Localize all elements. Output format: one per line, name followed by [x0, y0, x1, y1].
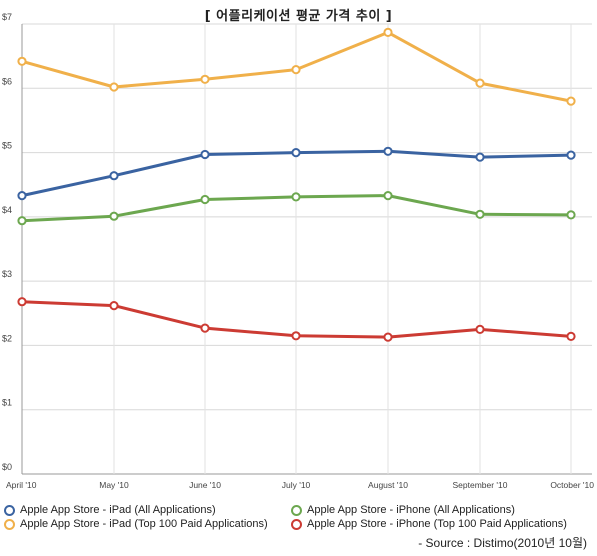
- data-point: [475, 78, 485, 88]
- x-tick-label: August '10: [368, 480, 408, 490]
- series-0: [17, 146, 576, 201]
- x-tick-label: May '10: [99, 480, 129, 490]
- data-point: [200, 194, 210, 205]
- x-tick-label: July '10: [282, 480, 311, 490]
- data-point: [109, 211, 119, 221]
- data-point: [291, 331, 301, 341]
- series-3: [17, 297, 576, 342]
- y-tick-label: $1: [2, 398, 12, 408]
- data-point: [109, 301, 119, 311]
- legend-item-iphone-top100: Apple App Store - iPhone (Top 100 Paid A…: [291, 518, 567, 530]
- data-point: [383, 332, 393, 342]
- legend-marker-iphone-top100: [291, 518, 302, 530]
- data-point: [17, 191, 27, 201]
- legend-item-ipad-all: Apple App Store - iPad (All Applications…: [4, 504, 216, 516]
- y-tick-label: $7: [2, 12, 12, 22]
- y-axis-ticks: $0 $1 $2 $3 $4 $5 $6 $7: [2, 12, 12, 472]
- chart-title: [ 어플리케이션 평균 가격 추이 ]: [204, 9, 393, 24]
- legend-marker-ipad-all: [4, 504, 15, 516]
- source-note: - Source : Distimo(2010년 10월): [418, 536, 587, 550]
- legend-item-ipad-top100: Apple App Store - iPad (Top 100 Paid App…: [4, 518, 268, 530]
- legend-item-iphone-all: Apple App Store - iPhone (All Applicatio…: [291, 504, 515, 516]
- legend-label-ipad-top100: Apple App Store - iPad (Top 100 Paid App…: [20, 518, 268, 530]
- data-point: [291, 192, 301, 202]
- data-point: [291, 148, 301, 158]
- y-tick-label: $0: [2, 462, 12, 472]
- y-tick-label: $3: [2, 269, 12, 279]
- x-tick-label: June '10: [189, 480, 221, 490]
- series-1: [17, 191, 576, 226]
- data-point: [17, 297, 27, 307]
- data-point: [475, 209, 485, 219]
- data-point: [17, 216, 27, 226]
- legend-label-ipad-all: Apple App Store - iPad (All Applications…: [20, 504, 216, 516]
- y-tick-label: $4: [2, 205, 12, 215]
- data-point: [200, 149, 210, 160]
- series-2: [17, 27, 576, 106]
- gridlines: [21, 23, 592, 475]
- y-tick-label: $5: [2, 141, 12, 151]
- data-point: [291, 65, 301, 75]
- legend-label-iphone-top100: Apple App Store - iPhone (Top 100 Paid A…: [307, 518, 567, 530]
- data-point: [200, 323, 210, 333]
- data-point: [383, 27, 393, 38]
- data-point: [383, 191, 393, 201]
- x-axis-ticks: April '10 May '10 June '10 July '10 August '…: [6, 480, 594, 490]
- data-point: [566, 210, 576, 220]
- legend-label-iphone-all: Apple App Store - iPhone (All Applicatio…: [307, 504, 515, 516]
- data-point: [566, 331, 576, 341]
- x-tick-label: September '10: [452, 480, 507, 490]
- data-point: [566, 96, 576, 106]
- data-point: [109, 171, 119, 181]
- line-chart: $0 $1 $2 $3 $4 $5 $6 $7 April '10 May '10 June '1…: [2, 12, 594, 490]
- data-point: [475, 152, 485, 162]
- y-tick-label: $2: [2, 333, 12, 343]
- y-tick-label: $6: [2, 76, 12, 86]
- legend-marker-iphone-all: [291, 504, 302, 516]
- data-point: [383, 146, 393, 156]
- legend-marker-ipad-top100: [4, 518, 15, 530]
- data-point: [566, 150, 576, 160]
- series-lines: [17, 27, 576, 342]
- x-tick-label: October '10: [550, 480, 594, 490]
- data-point: [475, 324, 485, 334]
- data-point: [17, 56, 27, 66]
- data-point: [200, 74, 210, 84]
- data-point: [109, 82, 119, 92]
- x-tick-label: April '10: [6, 480, 37, 490]
